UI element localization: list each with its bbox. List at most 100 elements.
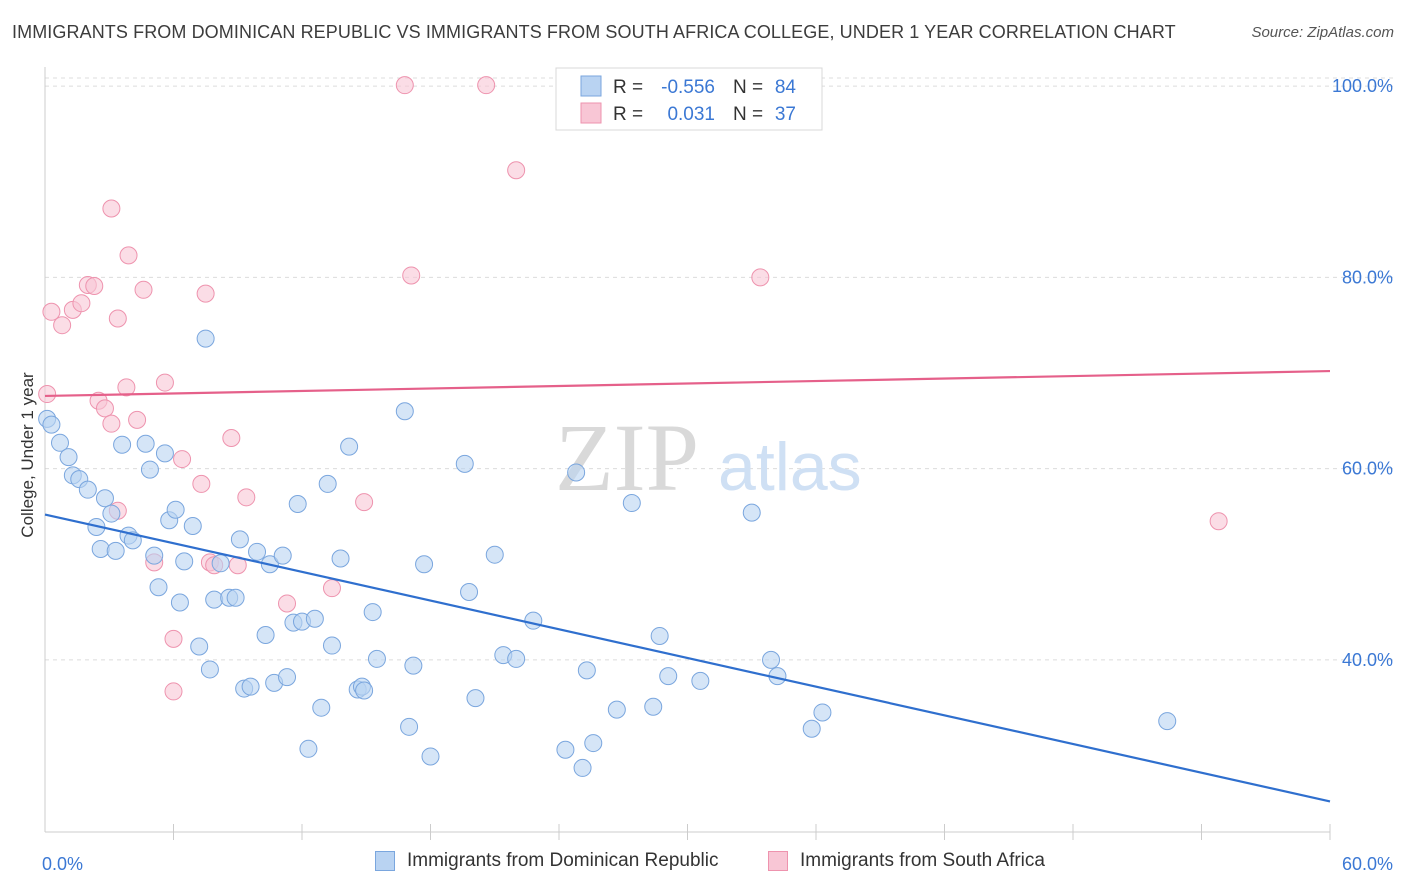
legend-label-dominican-republic: Immigrants from Dominican Republic bbox=[407, 850, 719, 871]
watermark: ZIP atlas bbox=[555, 404, 862, 511]
bottom-legend: Immigrants from Dominican Republic Immig… bbox=[0, 850, 1406, 878]
legend-item-south-africa: Immigrants from South Africa bbox=[768, 850, 1045, 872]
south-africa-point-34 bbox=[477, 76, 496, 95]
stats-swatch-blue bbox=[580, 75, 602, 97]
dominican-republic-point-26 bbox=[196, 329, 215, 348]
south-africa-point-2 bbox=[53, 316, 72, 335]
stats-r-label-2: R = bbox=[613, 104, 643, 125]
stats-r-label-1: R = bbox=[613, 77, 643, 98]
south-africa-point-18 bbox=[155, 373, 174, 392]
dominican-republic-point-49 bbox=[331, 549, 350, 568]
dominican-republic-point-42 bbox=[288, 495, 307, 514]
dominican-republic-point-83 bbox=[813, 703, 832, 722]
stats-legend: R = -0.556 N = 84 R = 0.031 N = 37 bbox=[555, 67, 823, 131]
dominican-republic-point-18 bbox=[149, 578, 168, 597]
watermark-zip: ZIP bbox=[555, 404, 699, 511]
dominican-republic-point-58 bbox=[404, 656, 423, 675]
dominican-republic-point-9 bbox=[95, 489, 114, 508]
dominican-republic-point-73 bbox=[607, 700, 626, 719]
south-africa-point-28 bbox=[237, 488, 256, 507]
stats-n-value-2: 37 bbox=[775, 104, 796, 125]
dominican-republic-point-12 bbox=[113, 435, 132, 454]
dominican-republic-point-44 bbox=[299, 739, 318, 758]
south-africa-point-11 bbox=[102, 199, 121, 218]
legend-label-south-africa: Immigrants from South Africa bbox=[800, 850, 1045, 871]
legend-swatch-pink bbox=[768, 851, 788, 871]
dominican-republic-point-1 bbox=[42, 415, 61, 434]
south-africa-point-33 bbox=[402, 266, 421, 285]
dominican-republic-point-62 bbox=[460, 582, 479, 601]
dominican-republic-point-79 bbox=[742, 503, 761, 522]
dominican-republic-point-34 bbox=[241, 677, 260, 696]
trend-line-south-africa bbox=[44, 369, 1331, 398]
south-africa-point-22 bbox=[192, 474, 211, 493]
dominican-republic-point-32 bbox=[230, 530, 249, 549]
y-tick-label-0: 40.0% bbox=[1342, 650, 1393, 670]
dominican-republic-point-69 bbox=[567, 463, 586, 482]
dominican-republic-point-31 bbox=[226, 588, 245, 607]
stats-r-value-1: -0.556 bbox=[661, 77, 715, 98]
dominican-republic-point-24 bbox=[183, 517, 202, 535]
dominican-republic-point-61 bbox=[455, 454, 474, 473]
dominican-republic-point-72 bbox=[584, 734, 603, 753]
south-africa-point-35 bbox=[507, 161, 526, 180]
dominican-republic-point-63 bbox=[466, 689, 485, 708]
south-africa-point-21 bbox=[173, 450, 192, 469]
dominican-republic-point-68 bbox=[556, 740, 575, 759]
dominican-republic-point-47 bbox=[318, 474, 337, 493]
dominican-republic-point-48 bbox=[322, 636, 341, 655]
trend-line-dominican-republic bbox=[44, 513, 1331, 803]
dominican-republic-point-55 bbox=[367, 649, 386, 668]
south-africa-point-14 bbox=[119, 246, 138, 265]
south-africa-point-4 bbox=[72, 294, 91, 313]
south-africa-point-32 bbox=[395, 76, 414, 95]
south-africa-point-31 bbox=[355, 493, 374, 512]
legend-swatch-blue bbox=[375, 851, 395, 871]
south-africa-point-0 bbox=[38, 385, 57, 404]
dominican-republic-point-29 bbox=[211, 554, 230, 573]
south-africa-point-29 bbox=[278, 594, 297, 613]
south-africa-point-6 bbox=[85, 276, 104, 295]
stats-r-value-2: 0.031 bbox=[667, 104, 715, 125]
dominican-republic-point-75 bbox=[644, 697, 663, 716]
y-tick-label-3: 100.0% bbox=[1332, 76, 1393, 96]
dominican-republic-point-27 bbox=[200, 660, 219, 679]
south-africa-point-20 bbox=[164, 682, 183, 701]
south-africa-point-13 bbox=[117, 378, 136, 397]
dominican-republic-point-84 bbox=[1158, 712, 1177, 731]
dominican-republic-point-57 bbox=[400, 717, 419, 736]
dominican-republic-point-36 bbox=[256, 626, 275, 645]
source-label: Source: ZipAtlas.com bbox=[1251, 24, 1394, 41]
dominican-republic-point-80 bbox=[762, 650, 781, 669]
south-africa-point-26 bbox=[222, 429, 241, 448]
gridlines bbox=[45, 77, 1395, 661]
south-africa-point-9 bbox=[102, 414, 121, 433]
chart-title: IMMIGRANTS FROM DOMINICAN REPUBLIC VS IM… bbox=[12, 22, 1176, 42]
y-tick-label-1: 60.0% bbox=[1342, 459, 1393, 479]
south-africa-point-16 bbox=[134, 280, 153, 299]
stats-n-value-1: 84 bbox=[775, 77, 797, 98]
dominican-republic-point-8 bbox=[91, 539, 110, 558]
dominican-republic-point-64 bbox=[485, 545, 504, 564]
dominican-republic-point-56 bbox=[395, 402, 414, 421]
south-africa-point-36 bbox=[751, 268, 770, 287]
south-africa-point-30 bbox=[322, 579, 341, 598]
series-south-africa-points bbox=[38, 76, 1228, 701]
series-dominican-republic-points bbox=[38, 329, 1177, 777]
dominican-republic-point-71 bbox=[577, 661, 596, 680]
dominican-republic-point-66 bbox=[507, 649, 526, 668]
dominican-republic-point-17 bbox=[145, 546, 164, 565]
dominican-republic-point-40 bbox=[278, 668, 297, 687]
dominican-republic-point-15 bbox=[136, 434, 155, 453]
dominican-republic-point-21 bbox=[166, 500, 185, 519]
stats-n-label-2: N = bbox=[733, 104, 763, 125]
x-tick-labels: 0.0% 60.0% bbox=[42, 854, 1393, 874]
y-axis-label: College, Under 1 year bbox=[18, 372, 37, 538]
dominican-republic-point-10 bbox=[102, 504, 121, 523]
south-africa-point-37 bbox=[1209, 512, 1228, 531]
y-tick-label-2: 80.0% bbox=[1342, 267, 1393, 287]
watermark-atlas: atlas bbox=[718, 429, 862, 505]
y-tick-labels: 40.0% 60.0% 80.0% 100.0% bbox=[1332, 76, 1393, 670]
south-africa-point-12 bbox=[108, 309, 127, 328]
